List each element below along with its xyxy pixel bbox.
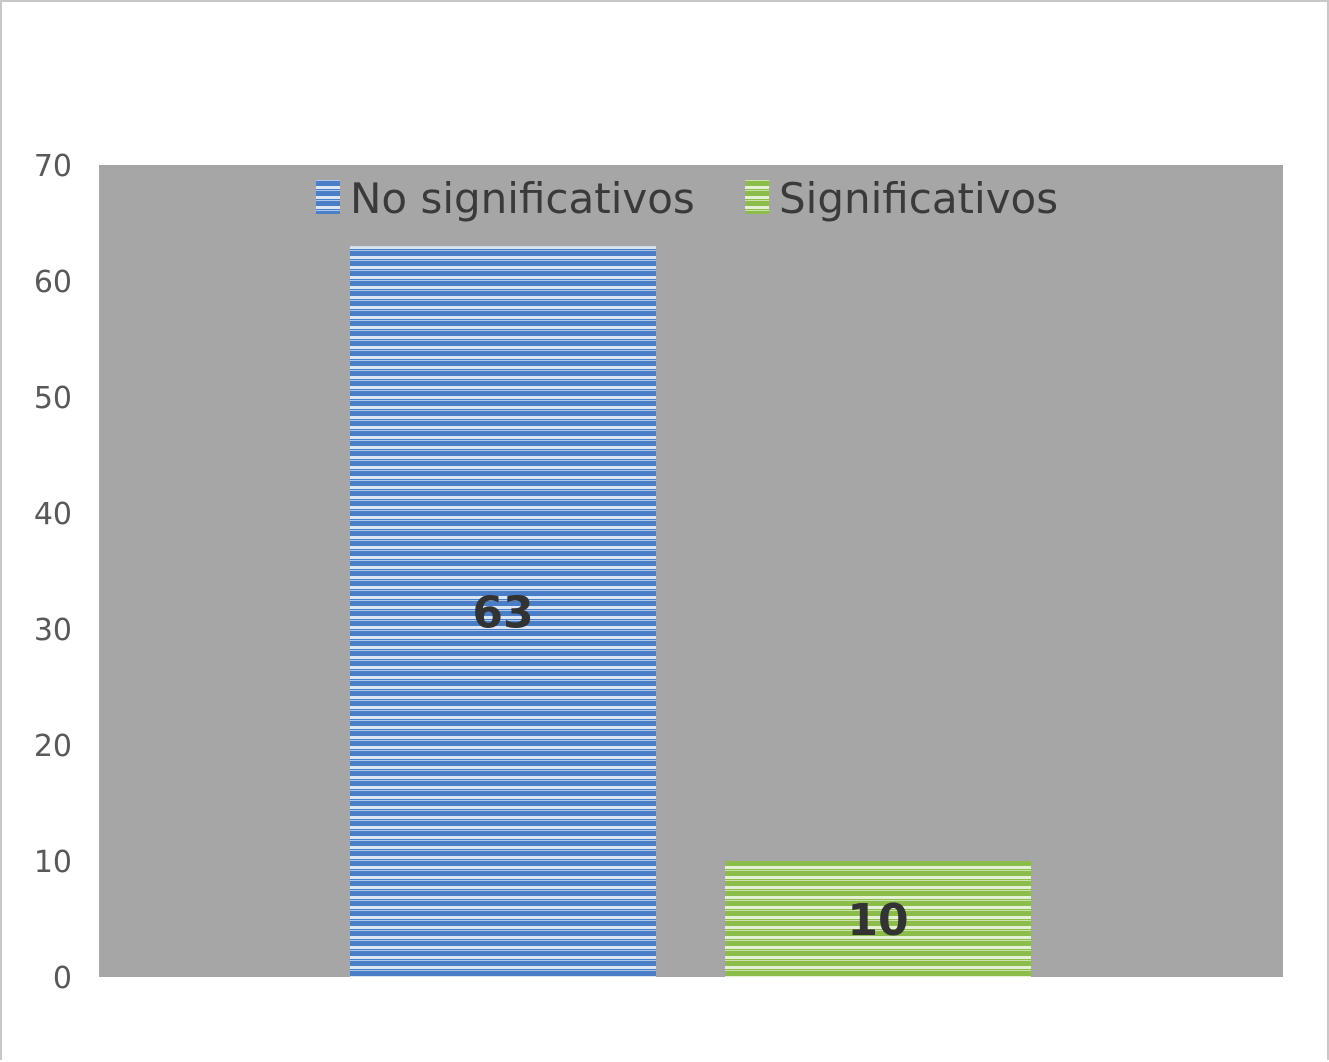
y-tick-label-0: 0 (53, 961, 72, 996)
y-tick-label-30: 30 (34, 613, 72, 648)
y-tick-label-10: 10 (34, 845, 72, 880)
legend-swatch-no-significativos (316, 180, 340, 214)
data-label-no-significativos: 63 (472, 588, 533, 639)
bars (350, 246, 1031, 977)
y-axis: 0 10 20 30 40 50 60 70 (34, 149, 72, 996)
y-tick-label-60: 60 (34, 265, 72, 300)
data-labels: 63 10 (472, 588, 908, 946)
legend-label-significativos: Significativos (779, 174, 1058, 223)
legend-swatch-significativos (745, 180, 769, 214)
y-tick-label-40: 40 (34, 497, 72, 532)
bar-no-significativos (350, 246, 656, 977)
legend-label-no-significativos: No significativos (350, 174, 695, 223)
y-tick-label-70: 70 (34, 149, 72, 184)
y-tick-label-20: 20 (34, 729, 72, 764)
bar-significativos (725, 861, 1031, 977)
legend: No significativos Significativos (316, 174, 1058, 223)
y-tick-label-50: 50 (34, 381, 72, 416)
data-label-significativos: 10 (847, 895, 908, 946)
plot-area (99, 165, 1283, 977)
